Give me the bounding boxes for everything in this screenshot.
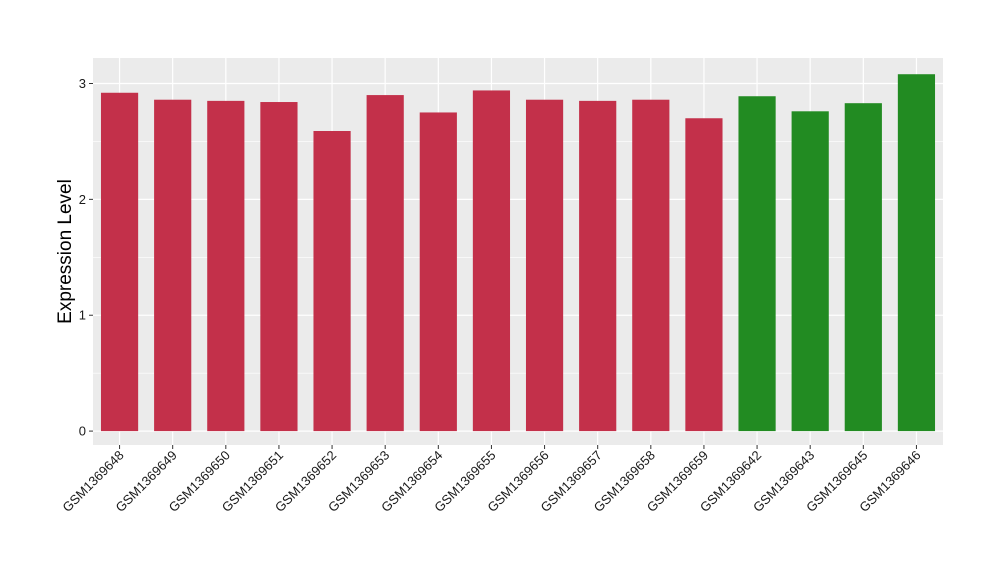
bars [100,74,936,432]
bar-GSM1369654 [419,112,457,432]
bar-GSM1369650 [207,100,245,432]
y-tick-label: 2 [79,192,86,207]
bar-GSM1369648 [100,92,139,432]
bar-GSM1369658 [632,99,670,432]
y-axis-title: Expression Level [55,179,76,324]
bar-GSM1369645 [844,103,882,432]
bar-GSM1369653 [366,95,404,432]
bar-GSM1369659 [685,118,723,432]
bar-GSM1369651 [260,102,298,432]
y-tick-label: 1 [79,308,86,323]
y-tick-label: 3 [79,76,86,91]
bar-GSM1369656 [525,99,564,432]
bar-GSM1369649 [154,99,192,432]
y-tick-label: 0 [79,424,86,439]
bar-GSM1369652 [313,130,351,432]
bar-GSM1369657 [579,100,617,432]
bar-GSM1369642 [738,96,776,432]
bar-GSM1369646 [897,74,936,432]
bar-GSM1369643 [791,111,829,432]
bar-GSM1369655 [472,90,511,432]
